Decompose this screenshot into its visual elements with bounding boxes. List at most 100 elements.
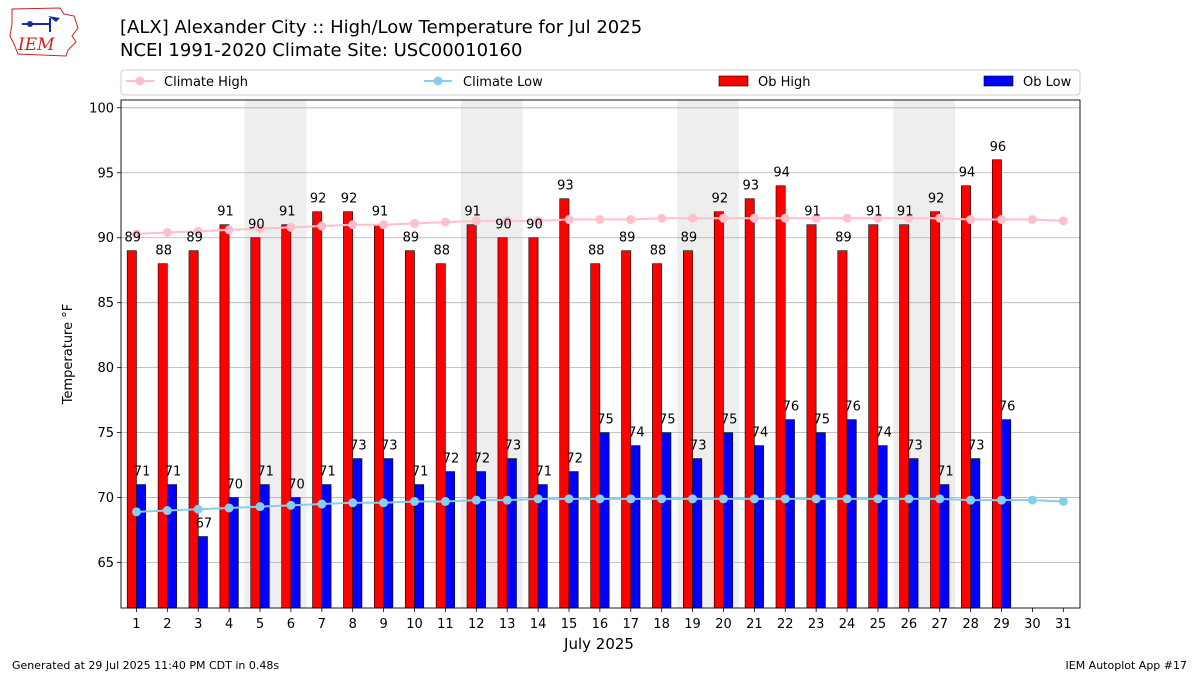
ob-low-label: 74: [628, 426, 645, 441]
ob-high-bar: [713, 211, 724, 609]
ob-low-bar: [908, 458, 919, 609]
climate-low-point: [935, 494, 945, 504]
ob-high-label: 90: [248, 218, 265, 233]
x-tick-label: 24: [839, 617, 856, 632]
ob-high-label: 89: [681, 231, 698, 246]
ob-low-bar: [846, 419, 857, 609]
ob-high-bar: [744, 198, 755, 609]
ob-low-label: 76: [844, 400, 861, 415]
climate-low-point: [440, 496, 450, 506]
climate-high-point: [224, 225, 234, 235]
ob-high-label: 93: [557, 179, 574, 194]
ob-high-label: 93: [742, 179, 759, 194]
climate-high-point: [255, 224, 265, 234]
climate-high-point: [502, 216, 512, 226]
x-tick-label: 15: [561, 617, 578, 632]
climate-low-point: [811, 494, 821, 504]
legend-box: [120, 69, 1081, 96]
x-tick-label: 8: [349, 617, 357, 632]
x-axis-label: July 2025: [563, 635, 634, 653]
x-tick-label: 12: [468, 617, 485, 632]
ob-low-label: 75: [659, 413, 676, 428]
ob-high-label: 90: [526, 218, 543, 233]
x-tick-label: 17: [623, 617, 640, 632]
ob-low-bar: [630, 445, 641, 609]
ob-high-bar: [559, 198, 570, 609]
y-axis-label: Temperature °F: [61, 304, 76, 405]
climate-high-point: [997, 215, 1007, 225]
ob-high-label: 89: [403, 231, 420, 246]
climate-low-point: [966, 495, 976, 505]
x-tick-label: 21: [746, 617, 763, 632]
climate-low-point: [286, 500, 296, 510]
climate-low-point: [533, 494, 543, 504]
climate-low-point: [842, 494, 852, 504]
ob-high-label: 89: [619, 231, 636, 246]
x-tick-label: 26: [901, 617, 918, 632]
y-tick-label: 70: [97, 491, 114, 506]
legend-climate-high-marker: [135, 76, 145, 86]
ob-low-bar: [568, 471, 579, 609]
climate-high-point: [286, 222, 296, 232]
chart-title: [ALX] Alexander City :: High/Low Tempera…: [120, 17, 643, 38]
x-tick-label: 11: [437, 617, 454, 632]
x-tick-label: 13: [499, 617, 516, 632]
ob-high-bar: [312, 211, 323, 609]
y-tick-label: 85: [97, 296, 114, 311]
legend-climate-high-label: Climate High: [164, 75, 248, 90]
plot-frame: [120, 99, 1081, 609]
climate-low-point: [348, 498, 358, 508]
ob-low-bar: [228, 497, 239, 609]
ob-high-bar: [899, 224, 910, 609]
climate-high-point: [595, 215, 605, 225]
x-tick-label: 30: [1024, 617, 1041, 632]
y-tick-label: 90: [97, 231, 114, 246]
legend-ob-low-label: Ob Low: [1023, 75, 1072, 90]
ob-low-label: 74: [875, 426, 892, 441]
x-tick-label: 1: [132, 617, 140, 632]
ob-low-label: 76: [999, 400, 1016, 415]
legend-ob-high-label: Ob High: [758, 75, 811, 90]
ob-low-label: 71: [319, 465, 336, 480]
ob-low-label: 70: [226, 478, 243, 493]
ob-low-bar: [754, 445, 764, 609]
climate-high-point: [873, 213, 883, 223]
ob-high-label: 91: [804, 205, 821, 220]
climate-high-point: [935, 213, 945, 223]
climate-high-point: [348, 220, 358, 230]
ob-low-label: 73: [505, 439, 522, 454]
ob-low-label: 73: [968, 439, 985, 454]
climate-high-point: [811, 213, 821, 223]
x-tick-label: 14: [530, 617, 547, 632]
ob-high-label: 88: [433, 244, 450, 259]
ob-high-label: 88: [155, 244, 172, 259]
climate-high-point: [131, 229, 141, 239]
ob-low-label: 75: [814, 413, 831, 428]
ob-low-bar: [877, 445, 888, 609]
climate-high-point: [533, 216, 543, 226]
climate-low-point: [595, 494, 605, 504]
y-tick-label: 75: [97, 426, 114, 441]
climate-high-point: [1058, 216, 1068, 226]
climate-low-point: [379, 498, 389, 508]
ob-low-label: 73: [906, 439, 923, 454]
ob-high-label: 92: [712, 192, 729, 207]
x-tick-label: 22: [777, 617, 794, 632]
climate-low-point: [626, 494, 636, 504]
ob-high-bar: [991, 159, 1002, 609]
climate-high-point: [749, 213, 759, 223]
climate-low-point: [162, 506, 172, 516]
x-tick-label: 2: [163, 617, 171, 632]
climate-high-point: [626, 215, 636, 225]
climate-high-point: [904, 213, 914, 223]
legend-climate-low-label: Climate Low: [463, 75, 543, 90]
ob-high-label: 92: [341, 192, 358, 207]
x-tick-label: 20: [715, 617, 732, 632]
ob-high-label: 89: [125, 231, 142, 246]
ob-low-label: 71: [937, 465, 954, 480]
x-tick-label: 25: [870, 617, 887, 632]
x-tick-label: 10: [406, 617, 423, 632]
climate-low-point: [749, 494, 759, 504]
ob-high-label: 92: [310, 192, 327, 207]
